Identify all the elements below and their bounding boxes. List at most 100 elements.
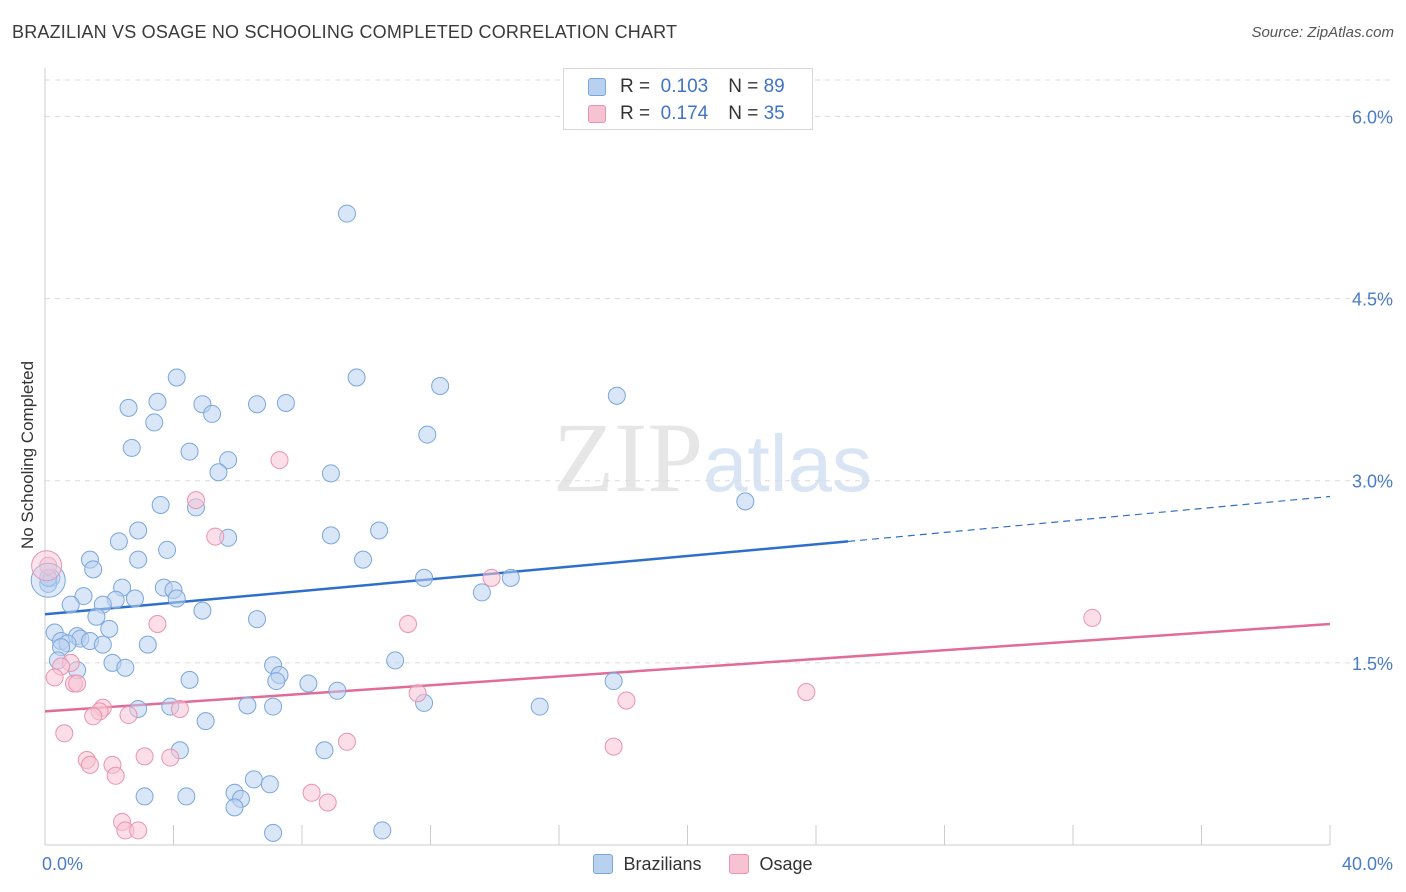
- r-label: R =: [620, 76, 651, 97]
- brazilians-point: [203, 404, 222, 423]
- osage-point: [45, 668, 64, 687]
- osage-point: [318, 793, 337, 812]
- brazilians-point: [74, 587, 93, 606]
- osage-point: [170, 700, 189, 718]
- osage-point: [129, 821, 148, 840]
- brazilians-point: [167, 368, 186, 387]
- watermark-atlas: atlas: [703, 419, 872, 508]
- osage-point: [604, 737, 623, 756]
- osage-point: [482, 568, 501, 587]
- brazilians-point: [148, 392, 167, 411]
- chart-title: BRAZILIAN VS OSAGE NO SCHOOLING COMPLETE…: [12, 22, 678, 42]
- osage-point: [337, 732, 356, 751]
- trend-lines: [44, 495, 1331, 713]
- r-value: 0.174: [660, 103, 709, 124]
- brazilians-point: [472, 583, 491, 602]
- brazilians-point: [248, 395, 267, 414]
- brazilians-point: [415, 568, 434, 587]
- grid-lines: [45, 79, 1395, 664]
- brazilians-point: [321, 526, 340, 545]
- osage-point: [135, 747, 154, 766]
- r-label: R =: [620, 103, 651, 124]
- legend-item-osage[interactable]: Osage: [729, 853, 813, 875]
- osage-trend-line: [44, 622, 1331, 713]
- r-value: 0.103: [660, 76, 709, 97]
- brazilians-point: [100, 619, 119, 638]
- brazilians-point: [167, 589, 186, 608]
- brazilians-point: [501, 568, 520, 587]
- brazilians-point: [736, 492, 755, 511]
- n-value: 89: [763, 76, 785, 97]
- n-label: N =: [728, 76, 759, 97]
- axes: [44, 68, 1331, 846]
- brazilians-point: [370, 521, 389, 540]
- brazilians-point: [347, 368, 366, 387]
- brazilians-point: [431, 377, 450, 395]
- brazilians-point: [135, 787, 154, 806]
- correlation-legend: R = 0.103 N = 89 R = 0.174 N = 35: [563, 68, 813, 130]
- x-tick-label: 0.0%: [42, 854, 83, 874]
- osage-point: [797, 683, 816, 701]
- brazilians-point: [129, 550, 148, 569]
- osage-point-large: [31, 550, 63, 582]
- legend-item-brazilians[interactable]: Brazilians: [593, 854, 701, 875]
- osage-point: [302, 783, 321, 802]
- osage-point: [55, 724, 74, 743]
- brazilians-trend-extension: [848, 495, 1331, 543]
- brazilians-point: [337, 204, 356, 223]
- brazilians-swatch: [593, 854, 614, 874]
- tick-labels: 1.5% 3.0% 4.5% 6.0% 0.0% 40.0%: [42, 107, 1393, 874]
- osage-point: [119, 706, 138, 725]
- brazilians-point: [299, 674, 318, 693]
- y-tick-label: 6.0%: [1352, 107, 1393, 127]
- n-value: 35: [763, 103, 785, 124]
- osage-point: [206, 527, 225, 546]
- brazilians-point: [267, 672, 286, 691]
- brazilians-point: [354, 550, 373, 569]
- brazilians-point: [145, 413, 164, 432]
- brazilians-point: [225, 798, 244, 817]
- osage-swatch: [729, 854, 750, 874]
- brazilians-point: [238, 696, 257, 715]
- brazilians-point: [138, 635, 157, 654]
- brazilians-point: [264, 697, 283, 716]
- watermark-zip: ZIP: [553, 402, 703, 513]
- osage-point: [161, 748, 180, 767]
- osage-point: [84, 707, 103, 726]
- brazilians-point: [321, 464, 340, 483]
- osage-swatch: [588, 105, 606, 123]
- brazilians-point: [84, 560, 103, 579]
- osage-point: [1083, 608, 1102, 627]
- n-label: N =: [728, 103, 759, 124]
- osage-point: [270, 451, 289, 470]
- brazilians-point: [122, 438, 141, 457]
- brazilians-point: [116, 658, 135, 677]
- osage-point: [80, 755, 99, 774]
- brazilians-point: [209, 463, 228, 482]
- y-tick-label: 3.0%: [1352, 472, 1393, 492]
- legend-label: Osage: [759, 853, 813, 874]
- brazilians-point: [248, 610, 267, 629]
- osage-point: [408, 684, 427, 703]
- brazilians-point: [93, 635, 112, 654]
- brazilians-point: [386, 651, 405, 670]
- brazilians-point: [244, 770, 263, 789]
- y-tick-label: 4.5%: [1352, 290, 1393, 310]
- brazilians-point: [119, 398, 138, 417]
- watermark: ZIPatlas: [553, 400, 872, 515]
- brazilians-point: [315, 741, 334, 760]
- brazilians-point: [604, 672, 623, 691]
- brazilians-point: [177, 787, 196, 806]
- brazilians-point: [276, 394, 295, 412]
- brazilians-point: [125, 589, 144, 608]
- osage-point: [186, 491, 205, 510]
- brazilians-point: [607, 386, 626, 405]
- brazilians-point: [180, 442, 199, 461]
- series-legend: Brazilians Osage: [0, 852, 1406, 876]
- brazilians-swatch: [588, 78, 606, 96]
- brazilians-point: [328, 681, 347, 700]
- brazilians-point: [193, 601, 212, 620]
- legend-label: Brazilians: [623, 853, 702, 874]
- brazilians-point: [219, 451, 238, 470]
